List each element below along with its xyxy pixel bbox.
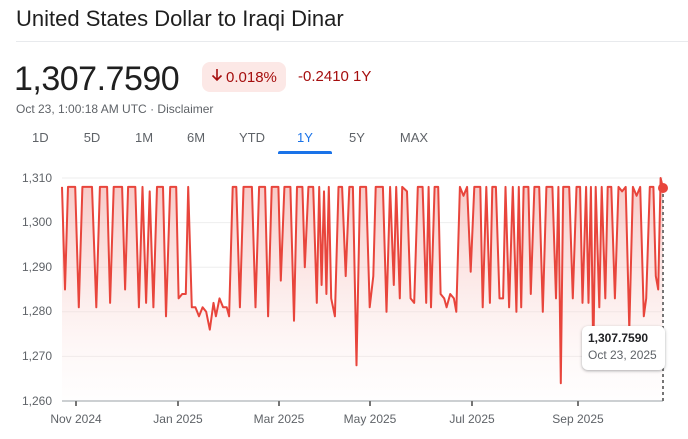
quote-meta: Oct 23, 1:00:18 AM UTC · Disclaimer bbox=[16, 102, 213, 116]
y-tick-label: 1,260 bbox=[21, 394, 52, 408]
separator: · bbox=[146, 102, 158, 116]
y-tick-label: 1,280 bbox=[21, 304, 52, 318]
tab-6m[interactable]: 6M bbox=[186, 130, 206, 145]
y-tick-label: 1,300 bbox=[21, 215, 52, 229]
timestamp: Oct 23, 1:00:18 AM UTC bbox=[16, 102, 147, 116]
disclaimer-link[interactable]: Disclaimer bbox=[157, 102, 214, 116]
tab-max[interactable]: MAX bbox=[399, 130, 429, 145]
current-point-marker bbox=[658, 182, 668, 193]
title-divider bbox=[16, 41, 688, 42]
tooltip-date: Oct 23, 2025 bbox=[588, 348, 657, 362]
x-tick-label: Nov 2024 bbox=[50, 412, 102, 426]
x-tick-label: Jan 2025 bbox=[153, 412, 203, 426]
tab-5y[interactable]: 5Y bbox=[349, 130, 365, 145]
current-price: 1,307.7590 bbox=[14, 60, 180, 98]
x-tick-label: Jul 2025 bbox=[449, 412, 495, 426]
tab-1d[interactable]: 1D bbox=[32, 130, 49, 145]
chart-plot[interactable] bbox=[0, 160, 688, 439]
y-tick-label: 1,270 bbox=[21, 349, 52, 363]
x-tick-label: Mar 2025 bbox=[253, 412, 305, 426]
chart-tooltip: 1,307.7590 Oct 23, 2025 bbox=[582, 326, 665, 370]
tab-5d[interactable]: 5D bbox=[83, 130, 101, 145]
y-tick-label: 1,290 bbox=[21, 260, 52, 274]
change-absolute: -0.2410 1Y bbox=[298, 68, 372, 85]
tab-ytd[interactable]: YTD bbox=[239, 130, 265, 145]
x-tick-label: Sep 2025 bbox=[552, 412, 604, 426]
tab-1m[interactable]: 1M bbox=[134, 130, 154, 145]
change-percent: 0.018% bbox=[226, 68, 277, 86]
range-tabs: 1D 5D 1M 6M YTD 1Y 5Y MAX bbox=[16, 130, 444, 154]
tab-1y[interactable]: 1Y bbox=[278, 130, 332, 154]
y-tick-label: 1,310 bbox=[21, 171, 52, 185]
x-axis-ticks bbox=[75, 401, 579, 406]
change-percent-badge: 0.018% bbox=[202, 62, 286, 92]
x-tick-label: May 2025 bbox=[343, 412, 397, 426]
arrow-down-icon bbox=[211, 68, 223, 86]
price-chart[interactable]: 1,310 1,300 1,290 1,280 1,270 1,260 Nov … bbox=[0, 160, 688, 439]
page-title: United States Dollar to Iraqi Dinar bbox=[16, 6, 344, 31]
tooltip-value: 1,307.7590 bbox=[588, 331, 649, 345]
area-fill bbox=[62, 178, 663, 401]
price-line bbox=[61, 177, 664, 385]
